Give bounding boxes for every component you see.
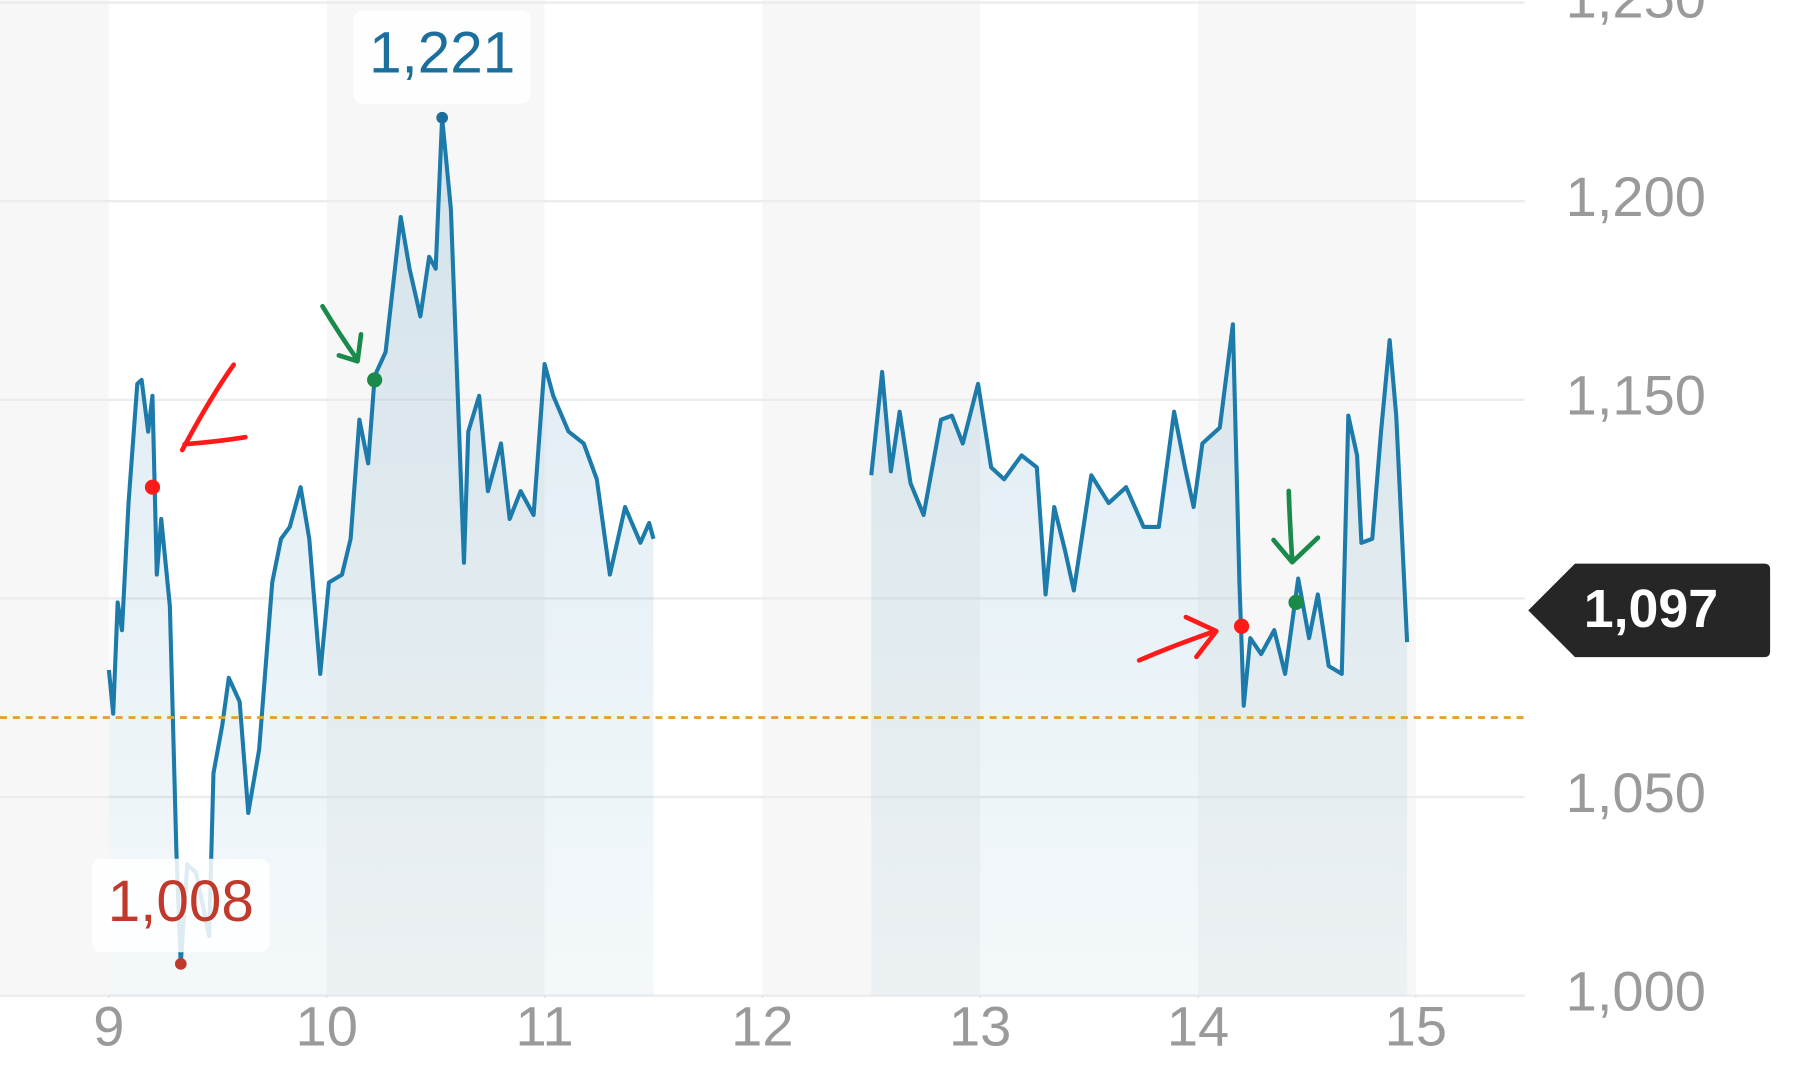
- low-label: 1,008: [108, 869, 254, 934]
- current-price-label: 1,097: [1584, 579, 1718, 639]
- high-label: 1,221: [369, 20, 515, 85]
- band: [0, 0, 109, 996]
- x-tick-label: 10: [296, 995, 358, 1058]
- y-tick-label: 1,000: [1566, 959, 1706, 1022]
- marker-dot: [367, 372, 383, 388]
- current-price-tag: [1528, 563, 1771, 658]
- low-dot: [174, 958, 187, 970]
- x-tick-label: 13: [949, 995, 1011, 1058]
- y-tick-label: 1,050: [1566, 761, 1706, 824]
- green-arrow: [320, 303, 364, 364]
- high-dot: [436, 111, 449, 124]
- y-tick-label: 1,150: [1566, 364, 1706, 427]
- x-tick-label: 14: [1167, 995, 1229, 1058]
- area-fill: [108, 117, 1408, 996]
- x-tick-label: 15: [1385, 995, 1447, 1058]
- marker-dot: [1288, 594, 1304, 610]
- x-tick-label: 11: [515, 995, 573, 1058]
- marker-dot: [144, 479, 161, 495]
- annotation-arrows: [179, 303, 1321, 663]
- y-tick-label: 1,250: [1566, 0, 1706, 29]
- price-line: [106, 115, 1410, 966]
- x-tick-label: 9: [93, 995, 124, 1058]
- green-arrow: [1271, 488, 1321, 565]
- low-label-box: [91, 858, 270, 953]
- red-arrow: [1136, 614, 1219, 663]
- x-tick-label: 12: [731, 995, 793, 1058]
- y-tick-label: 1,200: [1566, 165, 1706, 228]
- high-label-box: [353, 10, 531, 104]
- annotations: 1,0001,0501,1001,1501,2001,2509101112131…: [91, 0, 1771, 1058]
- marker-dot: [1233, 618, 1250, 634]
- red-arrow: [179, 362, 248, 453]
